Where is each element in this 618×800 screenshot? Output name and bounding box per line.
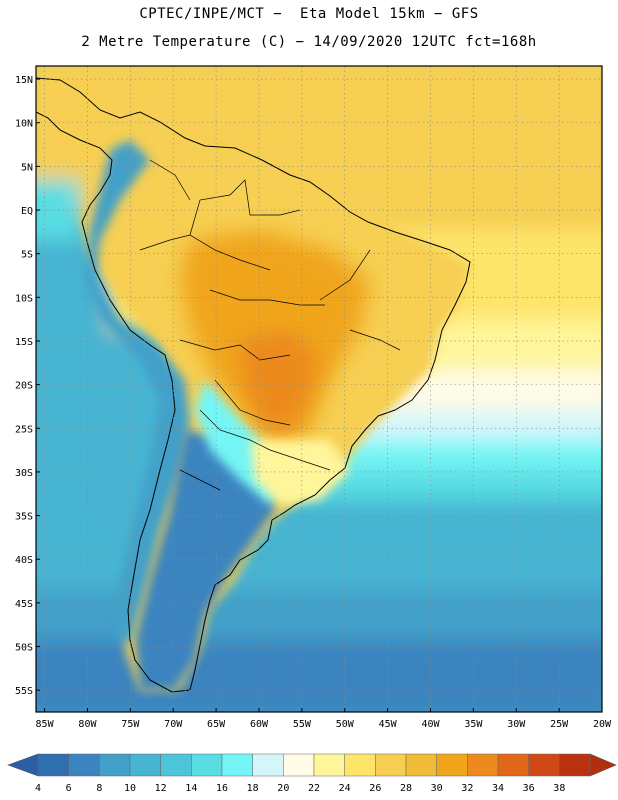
lon-label: 40W [421, 719, 440, 730]
map-subtitle: 2 Metre Temperature (C) − 14/09/2020 12U… [81, 34, 537, 50]
colorbar-low-arrow [7, 753, 39, 777]
lat-label: 5N [21, 162, 33, 173]
colorbar-label: 8 [96, 783, 102, 794]
temperature-map: 15N 10N 5N EQ 5S 10S 15S 20S 25S 30S 35S 40S 45S 50S 5… [15, 65, 612, 730]
map-frame [35, 65, 603, 713]
colorbar-swatch [68, 753, 100, 777]
colorbar-swatch [375, 753, 407, 777]
lon-label: 60W [250, 719, 269, 730]
colorbar-swatch [313, 753, 345, 777]
colorbar-swatch [528, 753, 560, 777]
lon-label: 30W [507, 719, 526, 730]
colorbar-label: 12 [155, 783, 167, 794]
colorbar: 4 6 8 10 12 14 16 18 20 22 24 26 28 30 32 34 36 38 [7, 753, 617, 794]
colorbar-label: 4 [35, 783, 41, 794]
lon-label: 70W [164, 719, 183, 730]
colorbar-swatch [283, 753, 315, 777]
longitude-labels: 85W 80W 75W 70W 65W 60W 55W 50W 45W 40W 35W 30W 25W 2… [36, 719, 612, 730]
colorbar-label: 14 [185, 783, 197, 794]
colorbar-swatch [497, 753, 529, 777]
colorbar-swatch [252, 753, 284, 777]
lat-label: 45S [15, 599, 33, 610]
lat-label: 30S [15, 468, 33, 479]
country-borders [139, 159, 401, 491]
lat-label: 20S [15, 381, 33, 392]
lon-label: 20W [593, 719, 612, 730]
colorbar-swatch [99, 753, 131, 777]
lat-label: 50S [15, 643, 33, 654]
lat-label: 25S [15, 424, 33, 435]
lon-label: 85W [36, 719, 55, 730]
coastline [36, 77, 471, 693]
colorbar-swatch [559, 753, 591, 777]
lat-label: 10S [15, 293, 33, 304]
lon-label: 25W [550, 719, 569, 730]
colorbar-swatch [191, 753, 223, 777]
colorbar-label: 30 [431, 783, 443, 794]
temperature-field [36, 66, 602, 712]
lon-label: 35W [464, 719, 483, 730]
colorbar-label: 28 [400, 783, 412, 794]
colorbar-swatch [436, 753, 468, 777]
lat-label: 15N [15, 75, 33, 86]
lon-label: 50W [336, 719, 355, 730]
lat-label: 10N [15, 119, 33, 130]
lon-label: 45W [379, 719, 398, 730]
colorbar-swatch [129, 753, 161, 777]
colorbar-swatch [405, 753, 437, 777]
lat-label: 40S [15, 555, 33, 566]
lat-label: 5S [21, 250, 33, 261]
colorbar-swatch [221, 753, 253, 777]
colorbar-label: 22 [308, 783, 320, 794]
colorbar-label: 26 [369, 783, 381, 794]
lat-label: 15S [15, 337, 33, 348]
colorbar-swatch [467, 753, 499, 777]
colorbar-label: 36 [523, 783, 535, 794]
colorbar-swatch [37, 753, 69, 777]
colorbar-label: 6 [66, 783, 72, 794]
colorbar-label: 34 [492, 783, 504, 794]
lon-label: 55W [293, 719, 312, 730]
lat-label: EQ [21, 206, 33, 217]
lat-label: 55S [15, 686, 33, 697]
lat-label: 35S [15, 512, 33, 523]
colorbar-label: 24 [339, 783, 351, 794]
map-title: CPTEC/INPE/MCT − Eta Model 15km − GFS [139, 6, 479, 22]
lon-label: 65W [207, 719, 226, 730]
colorbar-label: 10 [124, 783, 136, 794]
colorbar-label: 38 [553, 783, 565, 794]
colorbar-swatch [344, 753, 376, 777]
latitude-labels: 15N 10N 5N EQ 5S 10S 15S 20S 25S 30S 35S 40S 45S 50S 5… [15, 75, 33, 697]
lon-label: 80W [78, 719, 97, 730]
colorbar-label: 16 [216, 783, 228, 794]
colorbar-label: 20 [277, 783, 289, 794]
colorbar-high-arrow [589, 753, 617, 777]
lon-label: 75W [121, 719, 140, 730]
colorbar-label: 32 [461, 783, 473, 794]
colorbar-swatch [160, 753, 192, 777]
colorbar-label: 18 [247, 783, 259, 794]
